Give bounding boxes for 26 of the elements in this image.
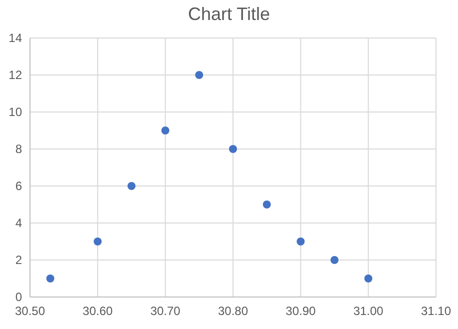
point [296, 238, 305, 246]
point [364, 274, 372, 282]
y-tick-label: 12 [8, 68, 22, 82]
y-tick-label: 14 [8, 31, 22, 46]
point [262, 200, 271, 208]
x-tick-label: 31.10 [420, 304, 452, 318]
y-tick-label: 8 [15, 142, 22, 156]
y-tick-label: 6 [15, 179, 22, 194]
point [128, 182, 136, 190]
x-tick-label: 30.50 [14, 304, 46, 318]
x-tick-label: 30.90 [286, 304, 316, 318]
y-tick-label: 10 [8, 105, 22, 120]
point [161, 126, 170, 134]
point [195, 71, 204, 79]
y-tick-label: 4 [15, 216, 22, 230]
point [330, 256, 338, 264]
y-tick-label: 2 [15, 253, 22, 268]
x-tick-label: 31.00 [353, 304, 384, 318]
y-tick-label: 0 [15, 290, 22, 304]
point [94, 238, 102, 246]
point [46, 274, 54, 282]
x-tick-label: 30.80 [218, 304, 248, 318]
point [229, 145, 237, 153]
x-tick-label: 30.70 [150, 304, 181, 318]
x-tick-label: 30.60 [82, 304, 114, 318]
chart-title: Chart Title [188, 4, 270, 24]
